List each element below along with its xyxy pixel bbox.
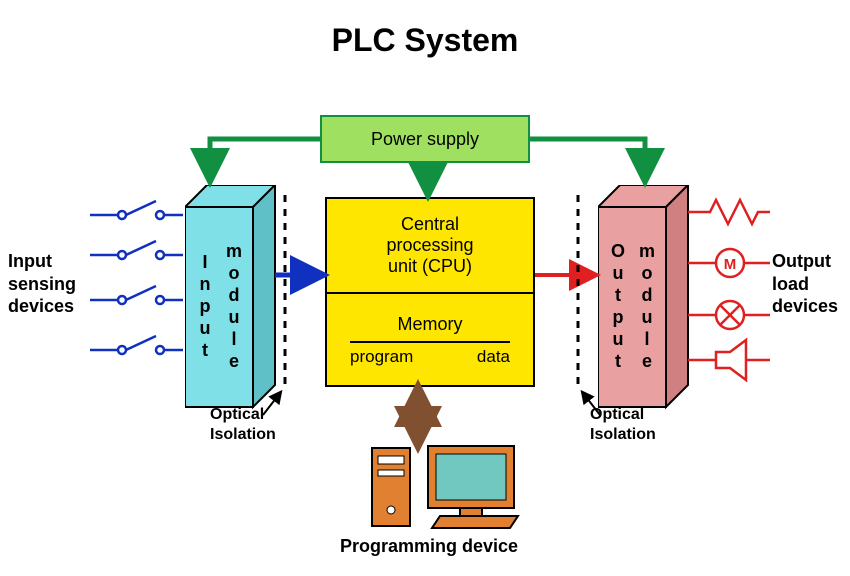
svg-text:M: M bbox=[724, 256, 737, 273]
diagram-title: PLC System bbox=[0, 22, 850, 59]
power-supply-label: Power supply bbox=[371, 129, 479, 150]
cpu-memory-block: Central processing unit (CPU) Memory pro… bbox=[325, 197, 535, 387]
cpu-line3: unit (CPU) bbox=[388, 256, 472, 277]
memory-data: data bbox=[477, 347, 510, 367]
input-module-text-2: module bbox=[223, 241, 244, 373]
output-module-block: Output module bbox=[598, 185, 690, 415]
optical-isolation-left-label: Optical Isolation bbox=[210, 405, 276, 445]
programming-device-label: Programming device bbox=[340, 535, 518, 558]
input-devices-label: Input sensing devices bbox=[8, 250, 76, 318]
optical-isolation-right-label: Optical Isolation bbox=[590, 405, 656, 445]
output-module-text-1: Output bbox=[607, 241, 628, 373]
memory-program: program bbox=[350, 347, 413, 367]
input-module-block: Input module bbox=[185, 185, 277, 415]
power-supply-block: Power supply bbox=[320, 115, 530, 163]
output-devices-label: Output load devices bbox=[772, 250, 838, 318]
input-module-text-1: Input bbox=[194, 252, 215, 362]
cpu-line2: processing bbox=[386, 235, 473, 256]
programming-device-icon bbox=[372, 446, 518, 528]
memory-label: Memory bbox=[397, 314, 462, 335]
cpu-line1: Central bbox=[401, 214, 459, 235]
output-module-text-2: module bbox=[636, 241, 657, 373]
